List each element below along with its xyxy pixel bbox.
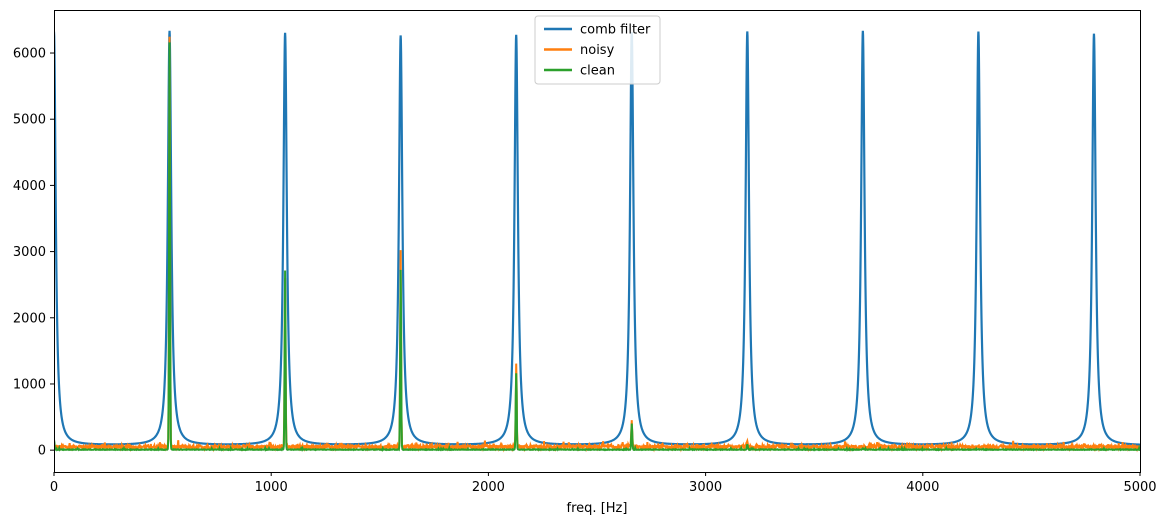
y-tick-label: 5000: [13, 113, 46, 128]
legend-label: clean: [580, 64, 615, 79]
y-axis: 0 1000 2000 3000 4000 5000 6000: [13, 47, 54, 459]
x-tick-label: 3000: [689, 480, 722, 495]
y-tick-label: 1000: [13, 377, 46, 392]
y-tick-label: 6000: [13, 47, 46, 62]
legend-box: [534, 15, 661, 85]
series-line-comb-filter: [54, 30, 1140, 446]
x-axis: 0 1000 2000 3000 4000 5000: [50, 472, 1157, 495]
series-line-noisy: [54, 36, 1140, 453]
x-tick-label: 0: [50, 480, 58, 495]
x-axis-label: freq. [Hz]: [567, 501, 628, 516]
y-tick-label: 4000: [13, 179, 46, 194]
legend-label: comb filter: [580, 23, 651, 38]
legend: comb filter noisy clean: [534, 15, 661, 85]
series-layer: [54, 30, 1140, 453]
plot-frame: [54, 10, 1141, 473]
x-tick-label: 5000: [1123, 480, 1156, 495]
y-tick-label: 3000: [13, 245, 46, 260]
y-tick-label: 2000: [13, 311, 46, 326]
series-line-clean: [54, 42, 1140, 452]
x-tick-label: 4000: [906, 480, 939, 495]
legend-label: noisy: [580, 43, 615, 58]
x-tick-label: 1000: [255, 480, 288, 495]
x-tick-label: 2000: [472, 480, 505, 495]
y-tick-label: 0: [38, 444, 46, 459]
